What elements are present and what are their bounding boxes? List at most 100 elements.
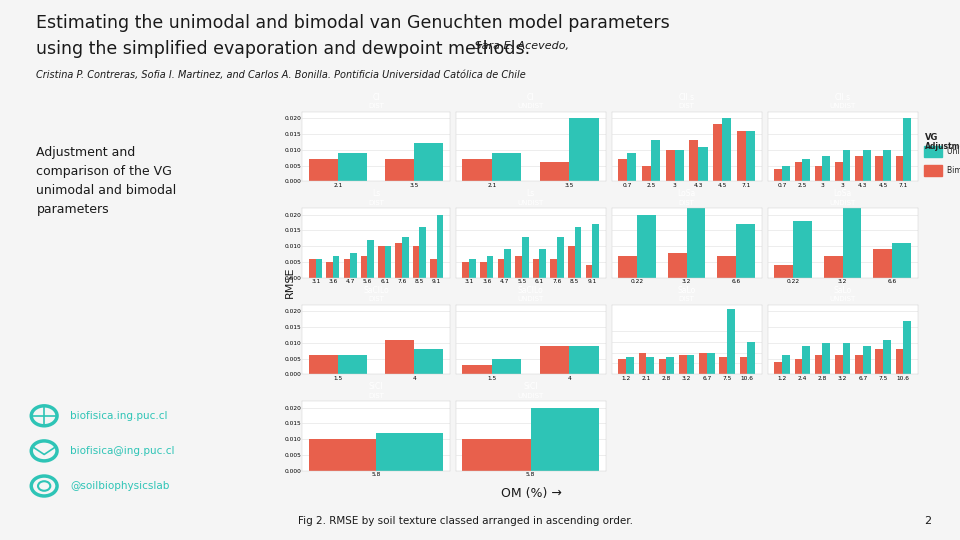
Bar [627, 153, 636, 181]
Bar [803, 346, 810, 374]
Bar [430, 259, 437, 278]
Bar [883, 150, 891, 181]
Bar [575, 227, 582, 278]
Text: DIST: DIST [368, 296, 384, 302]
Text: Cll.s: Cll.s [679, 93, 695, 102]
Text: Sara E. Acevedo,: Sara E. Acevedo, [471, 40, 569, 51]
FancyBboxPatch shape [924, 146, 943, 157]
Bar [492, 153, 521, 181]
Bar [707, 353, 714, 374]
Bar [469, 259, 476, 278]
Bar [775, 362, 782, 374]
Text: Adjustment and
comparison of the VG
unimodal and bimodal
parameters: Adjustment and comparison of the VG unim… [36, 146, 177, 216]
Text: UNDIST: UNDIST [517, 200, 543, 206]
Bar [737, 131, 746, 181]
Text: biofisica.ing.puc.cl: biofisica.ing.puc.cl [70, 411, 168, 421]
Bar [823, 343, 830, 374]
Bar [713, 124, 722, 181]
Bar [516, 256, 522, 278]
Text: DIST: DIST [679, 103, 695, 110]
Bar [646, 357, 654, 374]
Bar [368, 240, 374, 278]
Bar [309, 159, 338, 181]
Bar [420, 227, 426, 278]
Bar [309, 259, 316, 278]
Bar [803, 159, 810, 181]
Bar [540, 249, 546, 278]
Bar [618, 359, 626, 374]
Bar [361, 256, 368, 278]
Bar [823, 156, 830, 181]
Text: UNDIST: UNDIST [829, 200, 855, 206]
Bar [385, 246, 392, 278]
Bar [775, 265, 793, 278]
Bar [896, 349, 903, 374]
Text: DIST: DIST [679, 200, 695, 206]
Text: Ls: Ls [526, 189, 535, 198]
Bar [679, 355, 686, 374]
Bar [550, 259, 557, 278]
Bar [835, 355, 843, 374]
Bar [699, 353, 707, 374]
Text: Cristina P. Contreras, Sofia I. Martinez, and Carlos A. Bonilla. Pontificia Univ: Cristina P. Contreras, Sofia I. Martinez… [36, 70, 526, 80]
Bar [637, 214, 656, 278]
Bar [775, 168, 782, 181]
Text: Fig 2. RMSE by soil texture classed arranged in ascending order.: Fig 2. RMSE by soil texture classed arra… [298, 516, 633, 526]
Bar [463, 439, 531, 471]
Bar [540, 346, 569, 374]
Bar [747, 342, 755, 374]
Text: RMSE: RMSE [285, 266, 295, 298]
Bar [309, 355, 338, 374]
Bar [413, 246, 420, 278]
Text: Adjustment:: Adjustment: [924, 143, 960, 151]
Bar [668, 253, 686, 278]
Bar [782, 165, 790, 181]
Bar [642, 165, 651, 181]
Text: Unimodal VG: Unimodal VG [947, 147, 960, 156]
Text: SiCl: SiCl [369, 382, 383, 392]
Bar [835, 163, 843, 181]
Bar [896, 156, 903, 181]
Bar [892, 243, 911, 278]
Text: VG: VG [924, 133, 938, 142]
Bar [533, 259, 540, 278]
Bar [618, 256, 637, 278]
Bar [876, 349, 883, 374]
Bar [557, 237, 564, 278]
Bar [463, 262, 469, 278]
Text: OM (%) →: OM (%) → [501, 487, 562, 500]
Bar [815, 165, 823, 181]
Text: biofisica@ing.puc.cl: biofisica@ing.puc.cl [70, 446, 175, 456]
Text: Cl: Cl [527, 93, 535, 102]
Bar [666, 357, 674, 374]
Bar [385, 159, 414, 181]
Bar [568, 246, 575, 278]
Bar [824, 256, 843, 278]
Bar [344, 259, 350, 278]
Bar [686, 355, 694, 374]
Bar [326, 262, 333, 278]
Text: using the simplified evaporation and dewpoint methods.: using the simplified evaporation and dew… [36, 40, 531, 58]
Bar [638, 353, 646, 374]
Bar [815, 355, 823, 374]
Bar [863, 150, 871, 181]
Bar [876, 156, 883, 181]
Bar [717, 256, 736, 278]
Bar [843, 150, 851, 181]
Bar [376, 433, 444, 471]
Bar [586, 265, 592, 278]
Text: DIST: DIST [679, 296, 695, 302]
Text: UNDIST: UNDIST [829, 103, 855, 110]
Bar [686, 208, 706, 278]
Text: DIST: DIST [368, 103, 384, 110]
Bar [569, 346, 599, 374]
Bar [722, 118, 732, 181]
Bar [338, 355, 367, 374]
Text: Estimating the unimodal and bimodal van Genuchten model parameters: Estimating the unimodal and bimodal van … [36, 14, 670, 31]
Text: Ls: Ls [372, 189, 380, 198]
Bar [414, 349, 444, 374]
Bar [414, 144, 444, 181]
Bar [492, 359, 521, 374]
Bar [883, 340, 891, 374]
Text: UNDIST: UNDIST [517, 103, 543, 110]
